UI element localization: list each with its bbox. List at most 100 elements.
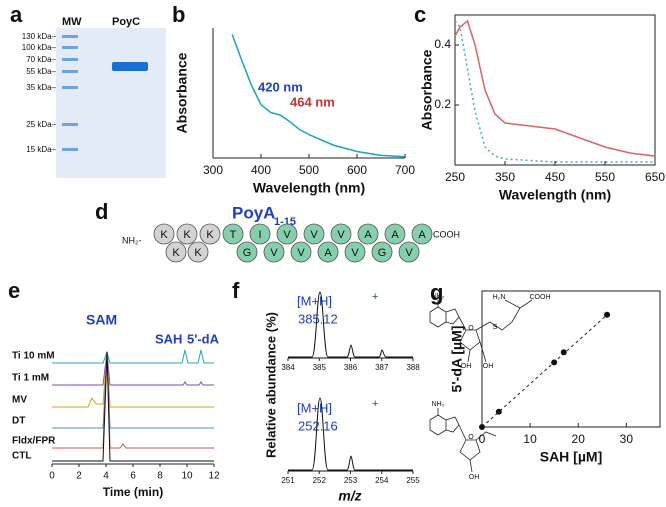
- residue-labels: K K K T I V V V A A A K K G V V A V G V: [160, 229, 426, 259]
- x-tick-label: 0: [49, 471, 55, 482]
- peptide-name: PoyA: [232, 203, 275, 222]
- y-axis-label: Relative abundance (%): [263, 312, 278, 458]
- residues: [153, 223, 433, 263]
- x-tick-label: 350: [495, 170, 515, 184]
- atom-label: O: [468, 325, 474, 332]
- x-tick-label: 0: [479, 432, 486, 446]
- marker-label: 15 kDa–: [26, 145, 56, 154]
- line-series: [231, 34, 406, 158]
- x-tick-label: 386: [344, 363, 358, 372]
- x-tick-label: 4: [103, 471, 109, 482]
- atom-label: OH: [461, 363, 472, 370]
- residue: V: [405, 247, 413, 259]
- x-tick-label: 550: [595, 170, 615, 184]
- atom-label: S: [493, 324, 498, 331]
- structure-labels: NH₂ H₂N COOH S O OH OH NH₂ O OH: [432, 293, 551, 481]
- n-terminus: NH₂-: [122, 235, 142, 245]
- panel-label: e: [8, 278, 20, 303]
- x-tick-label: 450: [545, 170, 565, 184]
- panel-label: f: [232, 278, 240, 303]
- residue: V: [337, 229, 345, 241]
- mz-label: 252.16: [298, 418, 338, 433]
- marker-label: 35 kDa–: [26, 83, 56, 92]
- panel-label: g: [430, 280, 443, 305]
- marker-labels: 130 kDa– 100 kDa– 70 kDa– 55 kDa– 35 kDa…: [22, 32, 57, 154]
- x-tick-label: 388: [406, 363, 420, 372]
- plot-frame: [481, 290, 661, 428]
- traces: [52, 349, 214, 462]
- x-tick-label: 6: [130, 471, 136, 482]
- x-tick-label: 251: [281, 476, 295, 485]
- mz-label: 385.12: [298, 311, 338, 326]
- x-tick-label: 252: [313, 476, 327, 485]
- point: [560, 349, 567, 356]
- ladder: [62, 35, 78, 151]
- y-tick-label: 0.2: [434, 97, 451, 111]
- line-series: [454, 19, 656, 157]
- ion-label: [M+H]: [297, 293, 332, 308]
- marker-label: 100 kDa–: [22, 43, 57, 52]
- residue: K: [183, 229, 191, 241]
- marker-label: 130 kDa–: [22, 32, 57, 41]
- residue: K: [194, 247, 202, 259]
- point: [495, 408, 502, 415]
- point: [551, 359, 558, 366]
- structures: [429, 299, 533, 473]
- residue: K: [172, 247, 180, 259]
- x-ticks: 384 385 386 387 388 251 252 253 254 255: [281, 358, 420, 485]
- trace-label: DT: [12, 416, 25, 427]
- residue: V: [351, 247, 359, 259]
- y-axis-label: 5'-dA [µM]: [449, 326, 465, 393]
- residue: I: [258, 229, 261, 241]
- trace-label: Ti 10 mM: [12, 351, 55, 362]
- atom-label: NH₂: [432, 293, 445, 300]
- x-tick-label: 700: [395, 163, 415, 177]
- x-tick-label: 255: [406, 476, 420, 485]
- x-ticks: 0 2 4 6 8 10 12: [49, 464, 220, 482]
- peak-label: SAH: [155, 331, 182, 346]
- residue: G: [378, 247, 387, 259]
- x-tick-label: 30: [620, 432, 634, 446]
- atom-label: OH: [469, 474, 480, 481]
- line-series: [454, 20, 655, 163]
- x-axis-label: Wavelength (nm): [253, 180, 365, 196]
- trace-label: CTL: [12, 451, 31, 462]
- atom-label: OH: [483, 363, 494, 370]
- x-tick-label: 20: [572, 432, 586, 446]
- charge-label: +: [372, 398, 378, 410]
- y-axis-label: Absorbance: [419, 49, 435, 130]
- x-tick-label: 384: [281, 363, 295, 372]
- x-tick-label: 650: [645, 170, 665, 184]
- residue: V: [310, 229, 318, 241]
- x-axis-label: Wavelength (nm): [499, 187, 611, 203]
- x-axis-label: SAH [µM]: [540, 449, 603, 465]
- x-tick-label: 8: [157, 471, 163, 482]
- point: [604, 311, 611, 318]
- x-tick-label: 500: [299, 163, 319, 177]
- ion-label: [M+H]: [297, 400, 332, 415]
- trace-labels: Ti 10 mM Ti 1 mM MV DT Fldx/FPR CTL: [12, 351, 56, 462]
- x-tick-label: 600: [347, 163, 367, 177]
- point: [479, 424, 485, 430]
- x-axis-label: m/z: [338, 488, 361, 504]
- residue: A: [324, 247, 332, 259]
- x-tick-label: 254: [375, 476, 389, 485]
- residue: K: [160, 229, 168, 241]
- fit-line: [481, 314, 608, 428]
- x-tick-label: 12: [208, 471, 220, 482]
- trace-label: Fldx/FPR: [12, 436, 56, 447]
- residue: K: [206, 229, 214, 241]
- marker-label: 25 kDa–: [26, 120, 56, 129]
- x-tick-label: 387: [375, 363, 389, 372]
- lane-label: PoyC: [112, 16, 140, 28]
- y-tick-label: 0.4: [434, 37, 451, 51]
- x-tick-label: 10: [523, 432, 537, 446]
- gel: [56, 28, 166, 178]
- protein-band: [112, 62, 148, 71]
- panel-label: d: [95, 199, 108, 224]
- trace-label: MV: [12, 395, 27, 406]
- panel-label: a: [10, 2, 23, 27]
- x-tick-label: 10: [181, 471, 193, 482]
- x-tick-label: 400: [251, 163, 271, 177]
